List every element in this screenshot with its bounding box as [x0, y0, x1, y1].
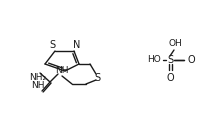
Text: S: S	[49, 40, 55, 51]
Text: O: O	[166, 73, 174, 83]
Text: NH₂: NH₂	[30, 73, 47, 83]
Text: S: S	[167, 55, 173, 65]
Text: N: N	[73, 40, 81, 51]
Text: O: O	[187, 55, 195, 65]
Text: S: S	[94, 73, 100, 83]
Text: OH: OH	[168, 39, 182, 48]
Text: NH: NH	[31, 82, 45, 90]
Text: NH: NH	[55, 66, 69, 75]
Text: HO: HO	[147, 55, 161, 65]
